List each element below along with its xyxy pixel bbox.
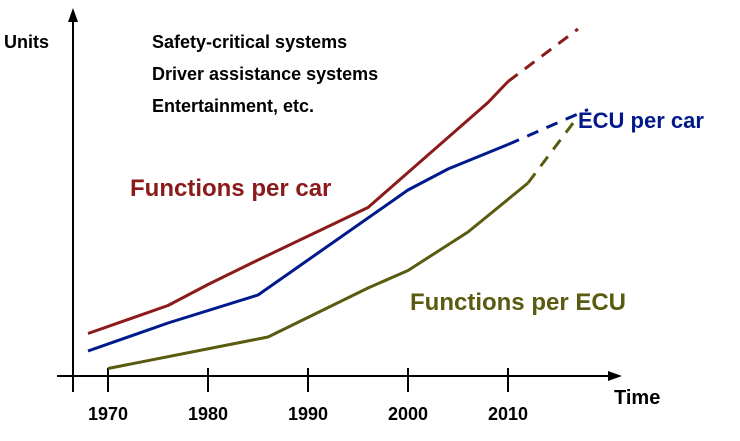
- x-tick-label: 2000: [388, 404, 428, 424]
- series-label-functions-per-car: Functions per car: [130, 175, 331, 202]
- annotation-line-3: Entertainment, etc.: [152, 96, 314, 116]
- series-projection-functions-per-car: [507, 27, 579, 83]
- series-label-ecu-per-car: ECU per car: [578, 108, 704, 133]
- series-line-functions-per-ecu: [107, 181, 529, 370]
- series-projection-ecu-per-car: [507, 108, 589, 146]
- x-axis-arrow: [608, 371, 622, 381]
- x-tick-label: 2010: [488, 404, 528, 424]
- series-line-ecu-per-car: [87, 143, 509, 353]
- x-tick-label: 1970: [88, 404, 128, 424]
- x-tick-label: 1980: [188, 404, 228, 424]
- series-line-functions-per-car: [87, 80, 510, 335]
- series-projection-functions-per-ecu: [526, 115, 580, 184]
- x-axis-label: Time: [614, 387, 660, 409]
- annotation-line-1: Safety-critical systems: [152, 32, 347, 52]
- series-label-functions-per-ecu: Functions per ECU: [410, 289, 626, 316]
- annotation-line-2: Driver assistance systems: [152, 64, 378, 84]
- y-axis-label: Units: [4, 32, 49, 52]
- x-tick-label: 1990: [288, 404, 328, 424]
- y-axis-arrow: [68, 8, 78, 22]
